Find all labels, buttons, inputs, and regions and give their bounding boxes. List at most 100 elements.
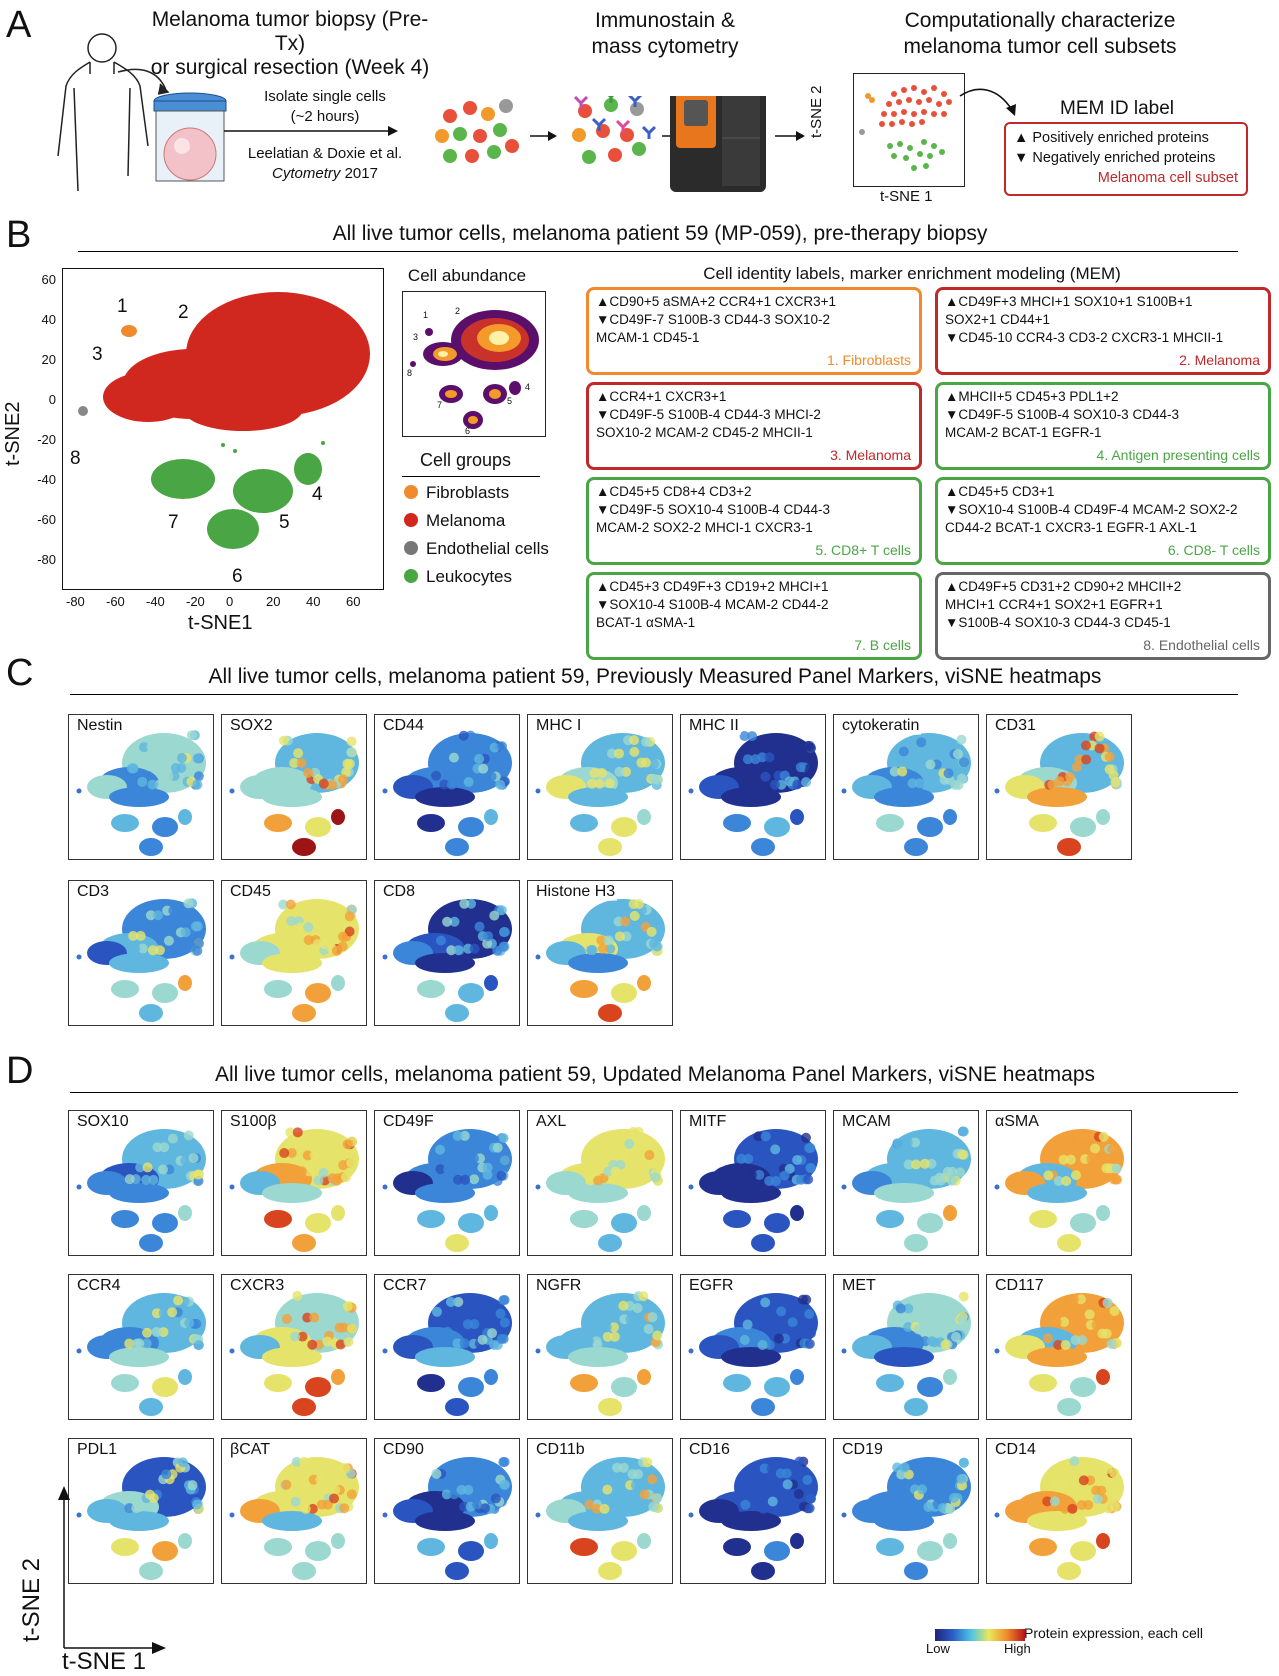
tsne-schematic-ylabel: t-SNE 2 [808,85,825,138]
svg-text:6: 6 [465,426,470,436]
heatmap-marker-label: CD31 [993,717,1038,735]
panel-label-c: C [6,652,34,694]
mem-positive: ▲CD45+5 CD8+4 CD3+2 [596,484,752,499]
cluster-number-7: 7 [168,512,179,533]
step1-line1: Melanoma tumor biopsy (Pre-Tx) [151,8,429,55]
mem-negative: ▼SOX10-4 S100B-4 MCAM-2 CD44-2 [596,597,829,612]
step3-line1: Computationally characterize [904,9,1176,32]
heatmap-tsne [382,1129,512,1252]
mem-negative: ▼S100B-4 SOX10-3 CD44-3 CD45-1 [945,615,1171,630]
x-tick-label: 20 [266,594,281,609]
heatmap-marker-label: NGFR [534,1277,584,1295]
cluster-number-5: 5 [279,512,290,533]
legend-fibroblasts: Fibroblasts [404,483,509,503]
heatmap-tile: CD90 [374,1438,520,1584]
step3-title: Computationally characterize melanoma tu… [870,8,1210,60]
panel-label-b: B [6,214,32,256]
heatmap-tsne [688,1129,818,1252]
legend-melanoma: Melanoma [404,511,505,531]
heatmap-marker-label: PDL1 [75,1441,120,1459]
heatmap-tile: αSMA [986,1110,1132,1256]
heatmap-tsne [841,1291,971,1416]
heatmap-marker-label: CD44 [381,717,426,735]
mem-negative-cont: SOX10-2 MCAM-2 CD45-2 MHCII-1 [596,425,813,440]
tsne-axes-arrows [58,1486,166,1654]
heatmap-tsne [994,1293,1124,1416]
heatmap-tile: SOX2 [221,714,367,860]
panel-b-header: All live tumor cells, melanoma patient 5… [332,222,988,245]
mem-arrow [959,88,1016,116]
mem-positive: ▲CCR4+1 CXCR3+1 [596,389,727,404]
panel-c-rule [70,694,1238,695]
groups-rule [402,476,540,477]
mem-id-subset: Melanoma cell subset [1097,170,1238,186]
heatmap-tile: CD31 [986,714,1132,860]
legend-swatch-melanoma [404,513,418,527]
mem-negative: ▼CD49F-5 S100B-4 SOX10-3 CD44-3 [945,407,1179,422]
color-scale-high: High [1004,1641,1031,1656]
heatmap-marker-label: MHC II [687,717,741,735]
mem-positive: ▲CD49F+5 CD31+2 CD90+2 MHCII+2 [945,579,1182,594]
x-tick-label: 60 [346,594,361,609]
step1-line2: or surgical resection (Week 4) [150,56,430,79]
y-tick-label: -80 [37,552,56,567]
mem-positive: ▲MHCII+5 CD45+3 PDL1+2 [945,389,1119,404]
heatmap-tile: EGFR [680,1274,826,1420]
x-tick-label: -60 [106,594,125,609]
heatmap-tsne [841,733,971,856]
heatmap-marker-label: S100β [228,1113,279,1131]
heatmap-marker-label: MET [840,1277,878,1295]
tsne-schematic-xlabel: t-SNE 1 [880,188,933,205]
citation-journal: Cytometry [272,165,341,182]
step2-title: Immunostain & mass cytometry [555,8,775,60]
heatmap-tile: CD45 [221,880,367,1026]
heatmap-tsne [76,1457,206,1580]
cell-pipeline-illustration [435,96,805,192]
heatmap-tsne [229,733,359,856]
heatmap-marker-label: βCAT [228,1441,273,1459]
cluster-number-6: 6 [232,566,243,587]
groups-title: Cell groups [420,450,512,470]
cluster-number-3: 3 [92,344,103,365]
heatmap-marker-label: SOX2 [228,717,275,735]
heatmap-tsne [229,899,359,1022]
mem-box-3: ▲CCR4+1 CXCR3+1 ▼CD49F-5 S100B-4 CD44-3 M… [586,382,922,470]
heatmap-tsne [994,731,1124,856]
svg-text:7: 7 [437,400,442,410]
x-tick-label: -40 [146,594,165,609]
mem-negative-cont: BCAT-1 αSMA-1 [596,615,696,630]
heatmap-tsne [76,1293,206,1416]
tsne-main-plot [62,268,384,590]
heatmap-tile: βCAT [221,1438,367,1584]
heatmap-marker-label: CD11b [534,1441,587,1459]
heatmap-marker-label: CD45 [228,883,273,901]
cluster-number-2: 2 [178,302,189,323]
heatmap-marker-label: CD19 [840,1441,885,1459]
panel-label-a: A [6,4,32,46]
heatmap-marker-label: Nestin [75,717,125,735]
heatmap-marker-label: MCAM [840,1113,893,1131]
heatmap-marker-label: Histone H3 [534,883,618,901]
heatmap-tile: CD49F [374,1110,520,1256]
mem-negative-cont: CD44-2 BCAT-1 CXCR3-1 EGFR-1 AXL-1 [945,520,1197,535]
heatmap-marker-label: CD14 [993,1441,1038,1459]
mem-box-label: 1. Fibroblasts [826,352,911,368]
mem-negative: ▼CD49F-7 S100B-3 CD44-3 SOX10-2 [596,312,830,327]
color-scale-bar [935,1629,1025,1641]
legend-swatch-leukocytes [404,569,418,583]
mem-negative: ▼CD49F-5 SOX10-4 S100B-4 CD44-3 [596,502,830,517]
heatmap-marker-label: CD8 [381,883,418,901]
y-tick-label: 60 [41,272,56,287]
heatmap-tsne [688,1456,818,1580]
isolate-text: Isolate single cells (~2 hours) [230,87,420,127]
svg-text:4: 4 [525,382,530,392]
heatmap-marker-label: CD117 [993,1277,1046,1295]
color-scale-label: Protein expression, each cell [1024,1625,1203,1641]
mem-box-1: ▲CD90+5 aSMA+2 CCR4+1 CXCR3+1 ▼CD49F-7 S1… [586,287,922,375]
heatmap-tile: CD11b [527,1438,673,1584]
heatmap-tile: CCR4 [68,1274,214,1420]
heatmap-tsne [841,1457,971,1580]
legend-label-endothelial: Endothelial cells [426,539,549,558]
mem-box-4: ▲MHCII+5 CD45+3 PDL1+2 ▼CD49F-5 S100B-4 S… [935,382,1271,470]
panel-label-d: D [6,1050,34,1092]
